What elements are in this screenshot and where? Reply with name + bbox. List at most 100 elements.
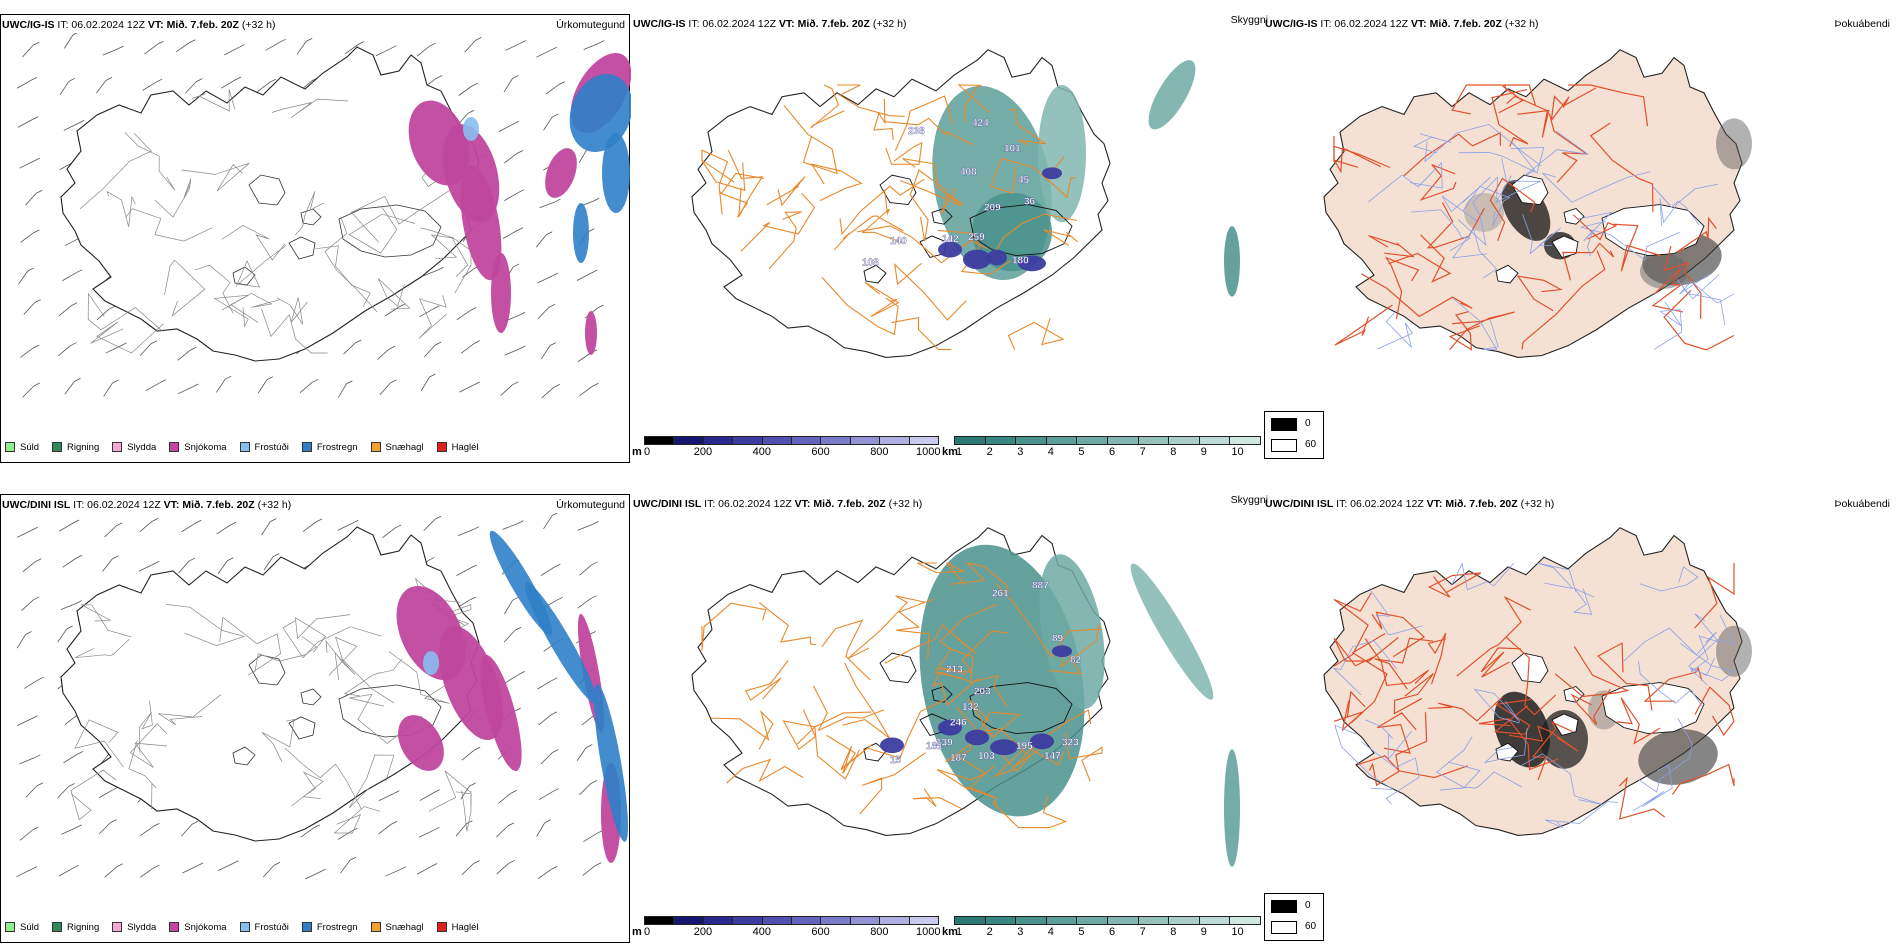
wind-barb: [337, 519, 359, 531]
wind-barb: [538, 711, 558, 726]
route-line: [1333, 592, 1372, 667]
lead-time: (+32 h): [257, 499, 292, 511]
colorbar-tick: 3: [1017, 926, 1024, 938]
colorbar-tick: 1000: [916, 446, 941, 458]
wind-barb: [505, 40, 527, 51]
wind-barb: [420, 373, 436, 391]
legend-label: Frostregn: [316, 921, 358, 933]
fog-key-swatch: [1271, 439, 1297, 452]
route-line: [1334, 304, 1393, 346]
fog-index-key: 0 60: [1264, 411, 1324, 459]
route-line: [81, 604, 132, 638]
legend-swatch: [5, 922, 15, 932]
legend-swatch: [52, 442, 63, 452]
route-line: [1424, 123, 1542, 167]
model-name: UWC/DINI ISL: [633, 498, 702, 510]
route-line: [917, 562, 966, 586]
wind-barb: [25, 189, 43, 206]
wind-barb: [459, 381, 480, 393]
route-line: [1491, 88, 1529, 147]
legend-label: Snjókoma: [184, 441, 227, 453]
colorbar-swatch: [1107, 916, 1139, 925]
wind-barb: [505, 671, 526, 684]
colorbar-swatch: [1107, 436, 1139, 445]
wind-barb: [540, 749, 559, 765]
wind-barb: [503, 75, 519, 93]
colorbar-swatch: [732, 436, 763, 445]
wind-barb: [344, 41, 365, 55]
wind-barb: [419, 305, 440, 318]
wind-barb: [62, 269, 83, 282]
lead-time: (+32 h): [1520, 498, 1555, 510]
legend-label: Slydda: [127, 441, 157, 453]
wind-barb: [543, 113, 559, 131]
fog-key-label: 60: [1305, 439, 1317, 450]
route-line: [1333, 690, 1366, 724]
route-line: [821, 619, 871, 681]
route-line: [164, 259, 206, 317]
route-line: [1679, 273, 1735, 304]
precip-type-panel-igis: UWC/IG-IS IT: 06.02.2024 12Z VT: Mið. 7.…: [0, 14, 631, 463]
route-line: [79, 133, 153, 210]
colorbar-unit: m: [632, 926, 642, 938]
wind-barb: [461, 860, 480, 876]
route-line: [936, 755, 995, 791]
route-line: [726, 758, 804, 784]
route-line: [1651, 268, 1684, 313]
route-line: [377, 278, 411, 310]
route-line: [1388, 234, 1452, 283]
wind-barb: [337, 827, 358, 840]
route-line: [254, 636, 318, 673]
wind-barb: [537, 677, 558, 690]
glacier-outline: [288, 716, 316, 740]
route-line: [965, 786, 997, 807]
legend-item: Frostúði: [239, 922, 289, 933]
wind-barb: [423, 515, 442, 531]
legend-item: Súld: [5, 442, 39, 453]
wind-barb: [22, 558, 42, 573]
cloud-base-value: 203: [974, 686, 991, 697]
route-line: [885, 141, 923, 165]
wind-barb: [422, 266, 444, 277]
route-line: [348, 754, 395, 809]
route-line: [261, 718, 295, 762]
freezing-rain-area: [569, 74, 631, 152]
colorbar-swatch: [673, 436, 704, 445]
fog-index-area: [1716, 118, 1752, 170]
route-line: [1448, 311, 1481, 351]
wind-barb: [64, 33, 78, 49]
low-cloud-base-area: [1030, 733, 1054, 750]
freezing-rain-area: [602, 133, 630, 213]
wind-barb: [416, 863, 438, 875]
wind-barb: [177, 346, 197, 361]
fog-key-label: 0: [1305, 900, 1311, 911]
wind-barb: [375, 45, 397, 57]
cloud-base-value: 259: [968, 232, 985, 243]
low-cloud-base-area: [1042, 167, 1062, 180]
route-line: [1428, 696, 1503, 722]
route-line: [1503, 84, 1536, 106]
route-line: [894, 262, 967, 321]
colorbar-tick: 9: [1200, 446, 1207, 458]
wind-barb: [460, 340, 481, 354]
colorbar-swatch: [1168, 916, 1200, 925]
wind-barb: [577, 595, 597, 609]
wind-barb: [577, 349, 598, 363]
wind-barb: [21, 596, 40, 612]
panel-header: UWC/DINI ISL IT: 06.02.2024 12Z VT: Mið.…: [2, 499, 625, 513]
glacier-outline: [1601, 682, 1705, 734]
wind-barb: [16, 866, 37, 878]
wind-barb: [57, 342, 77, 357]
wind-barb: [497, 790, 517, 804]
glacier-outline: [288, 236, 316, 260]
low-cloud-base-area: [965, 729, 989, 746]
colorbar-swatch: [984, 436, 1017, 445]
wind-barb: [142, 78, 163, 91]
route-line: [343, 658, 403, 697]
low-cloud-base-area: [1018, 255, 1046, 272]
legend-item: Rigning: [52, 442, 99, 453]
low-cloud-base-area: [938, 241, 962, 258]
wind-barb: [382, 524, 402, 539]
valid-time: Mið. 7.feb. 20Z: [166, 19, 239, 31]
colorbar-tick: 10: [1231, 926, 1244, 938]
